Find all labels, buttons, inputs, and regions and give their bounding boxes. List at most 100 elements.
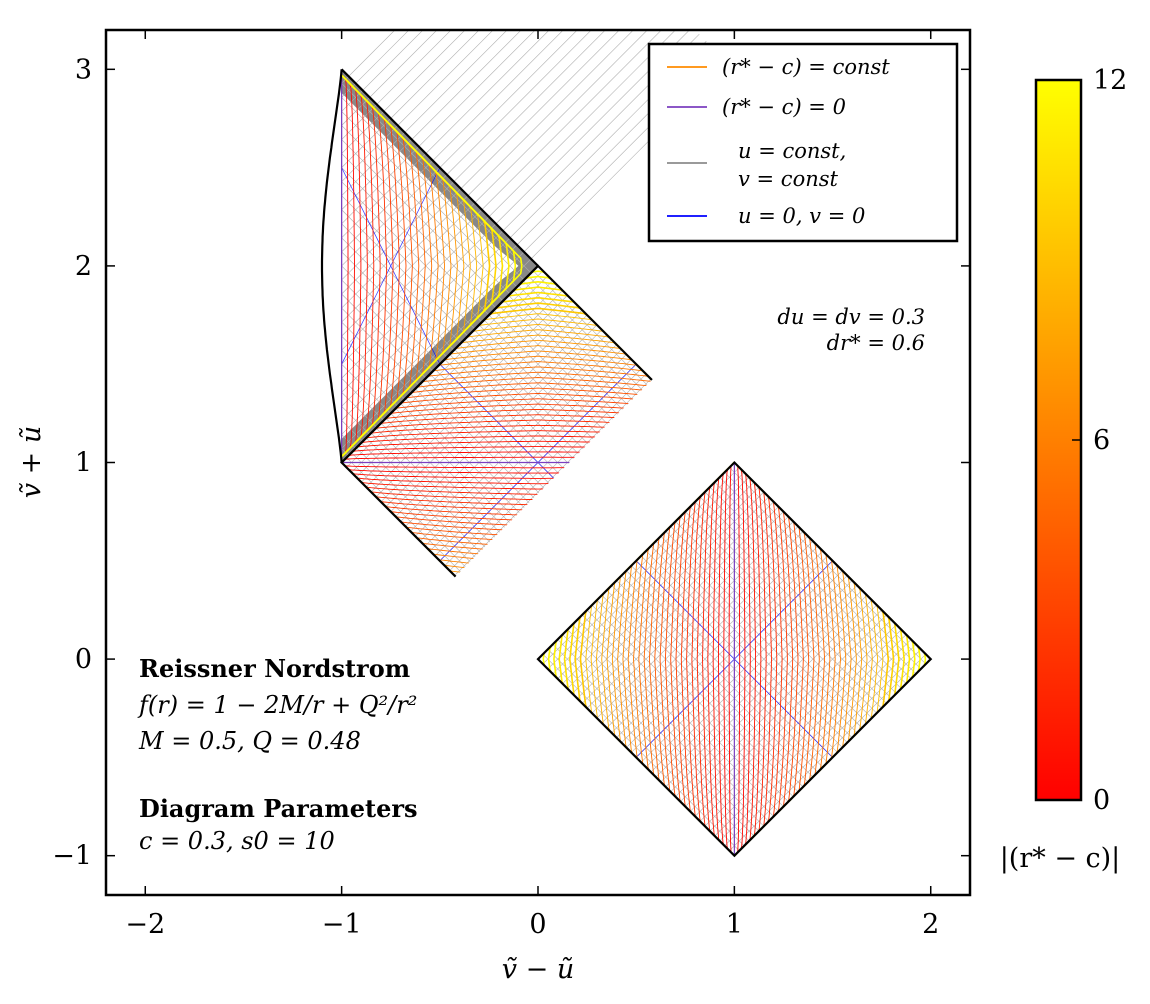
rstar-const-curve	[675, 462, 735, 857]
model-parameters: M = 0.5, Q = 0.48	[138, 727, 361, 755]
triangle-grid-line	[341, 30, 410, 98]
triangle-rstar-const-curve	[341, 74, 394, 457]
axis-ticks: −2 −1 0 1 2 −1 0 1 2 3	[52, 30, 970, 940]
rstar-const-curve	[686, 462, 735, 857]
model-title: Reissner Nordstrom	[139, 654, 410, 683]
triangle-grid-line	[341, 307, 419, 386]
legend-entry-const: (r* − c) = const	[722, 55, 890, 79]
triangle-grid-line	[341, 30, 396, 84]
plot-area	[200, 30, 970, 895]
step-annotation-dr: dr* = 0.6	[827, 331, 925, 355]
rstar-const-curve	[696, 462, 735, 857]
y-axis-label: ṽ + ũ	[16, 426, 47, 498]
triangle-grid-line	[341, 251, 448, 358]
rstar-const-curve	[680, 462, 735, 857]
triangle-rstar-const-curve	[341, 74, 362, 457]
y-tick-label: 1	[75, 448, 92, 479]
triangle-grid-line	[341, 30, 424, 112]
triangle-grid-line	[341, 349, 398, 407]
diagram-parameters-values: c = 0.3, s0 = 10	[139, 827, 335, 855]
colorbar-ticks: 0 6 12	[1072, 65, 1127, 816]
triangle-grid-line	[341, 30, 480, 168]
triangle-rstar-const-curve	[341, 74, 381, 457]
triangle-grid-line	[341, 30, 550, 239]
triangle-grid-line	[341, 265, 441, 365]
triangle-grid-line	[341, 30, 620, 309]
colorbar-tick-label: 12	[1093, 65, 1127, 96]
y-tick-label: −1	[52, 841, 92, 872]
colorbar-label: |(r* − c)|	[1000, 843, 1121, 874]
triangle-grid-line	[341, 30, 606, 295]
triangle-rstar-const-curve	[341, 74, 400, 457]
rstar-const-curve	[734, 462, 788, 857]
rstar-const-curve	[734, 462, 741, 857]
diagram-parameters-title: Diagram Parameters	[139, 794, 418, 823]
rstar-const-curve	[728, 462, 735, 857]
step-annotation-du-dv: du = dv = 0.3	[777, 305, 925, 329]
x-tick-label: −2	[125, 909, 165, 940]
legend-entry-zero: (r* − c) = 0	[722, 95, 846, 119]
rstar-const-curve	[723, 462, 735, 857]
rstar-const-curve	[717, 462, 735, 857]
triangle-grid-line	[341, 41, 707, 407]
triangle-grid-line	[341, 153, 497, 309]
colorbar-tick-label: 6	[1093, 425, 1110, 456]
rstar-const-curve	[734, 462, 772, 857]
rstar-const-curve	[734, 462, 783, 857]
triangle-grid-line	[341, 237, 455, 351]
triangle-rstar-const-curve	[341, 74, 523, 458]
triangle-grid-line	[341, 335, 405, 400]
triangle-rstar-const-curve	[341, 74, 355, 457]
triangle-grid-line	[341, 30, 466, 154]
x-axis-label: ṽ − ũ	[502, 954, 574, 985]
triangle-grid-line	[341, 30, 438, 126]
triangle-inner	[341, 79, 519, 453]
triangle-rstar-const-curves	[341, 74, 523, 458]
colorbar-tick-label: 0	[1093, 785, 1110, 816]
rstar-const-curve	[734, 462, 804, 857]
triangle-grid-line	[341, 111, 518, 288]
triangle-uv-zero-line	[341, 167, 441, 365]
diamond-region-2	[397, 321, 970, 895]
triangle-rstar-const-curve	[341, 74, 368, 457]
triangle-rstar-const-curve	[341, 74, 375, 457]
rstar-const-curve	[702, 462, 735, 857]
triangle-grid-line	[341, 30, 648, 337]
triangle-grid-line	[341, 223, 462, 344]
legend-entry-uv-const-2: v = const	[738, 167, 839, 191]
rstar-const-curve	[734, 462, 767, 857]
triangle-rstar-const-curve	[341, 74, 407, 457]
rstar-const-curve	[734, 462, 794, 857]
triangle-upper-edge	[340, 68, 539, 267]
triangle-rstar-const-curve	[341, 74, 388, 457]
rstar-const-curve	[734, 462, 799, 857]
rstar-const-curve	[707, 462, 735, 857]
triangle-grid-line	[341, 378, 384, 421]
triangle-grid-line	[341, 30, 508, 196]
triangle-grid-line	[341, 279, 434, 372]
colorbar: 0 6 12 |(r* − c)|	[1000, 65, 1128, 874]
rstar-const-curve	[670, 462, 735, 857]
triangle-grid-line	[341, 195, 476, 330]
legend-box	[647, 42, 959, 243]
model-function: f(r) = 1 − 2M/r + Q²/r²	[137, 691, 417, 719]
legend: (r* − c) = const (r* − c) = 0 u = const,…	[647, 42, 959, 243]
diamond-outline-2	[536, 460, 933, 858]
triangle-grid-line	[341, 125, 511, 295]
triangle-grid-line	[341, 30, 634, 323]
legend-entry-uv-const-1: u = const,	[738, 139, 846, 163]
triangle-grid-line	[341, 30, 522, 210]
rstar-const-curve	[734, 462, 757, 857]
triangle-lower-edge	[340, 265, 539, 464]
triangle-left-boundary	[320, 69, 343, 463]
x-tick-label: 0	[529, 909, 546, 940]
rstar-const-curve	[712, 462, 735, 857]
legend-entry-uv-zero: u = 0, v = 0	[738, 204, 865, 228]
triangle-grid-line	[341, 363, 391, 414]
y-tick-label: 0	[75, 644, 92, 675]
rstar-const-curve	[664, 462, 735, 857]
triangle-uv-zero	[341, 167, 441, 365]
x-tick-label: 2	[922, 909, 939, 940]
